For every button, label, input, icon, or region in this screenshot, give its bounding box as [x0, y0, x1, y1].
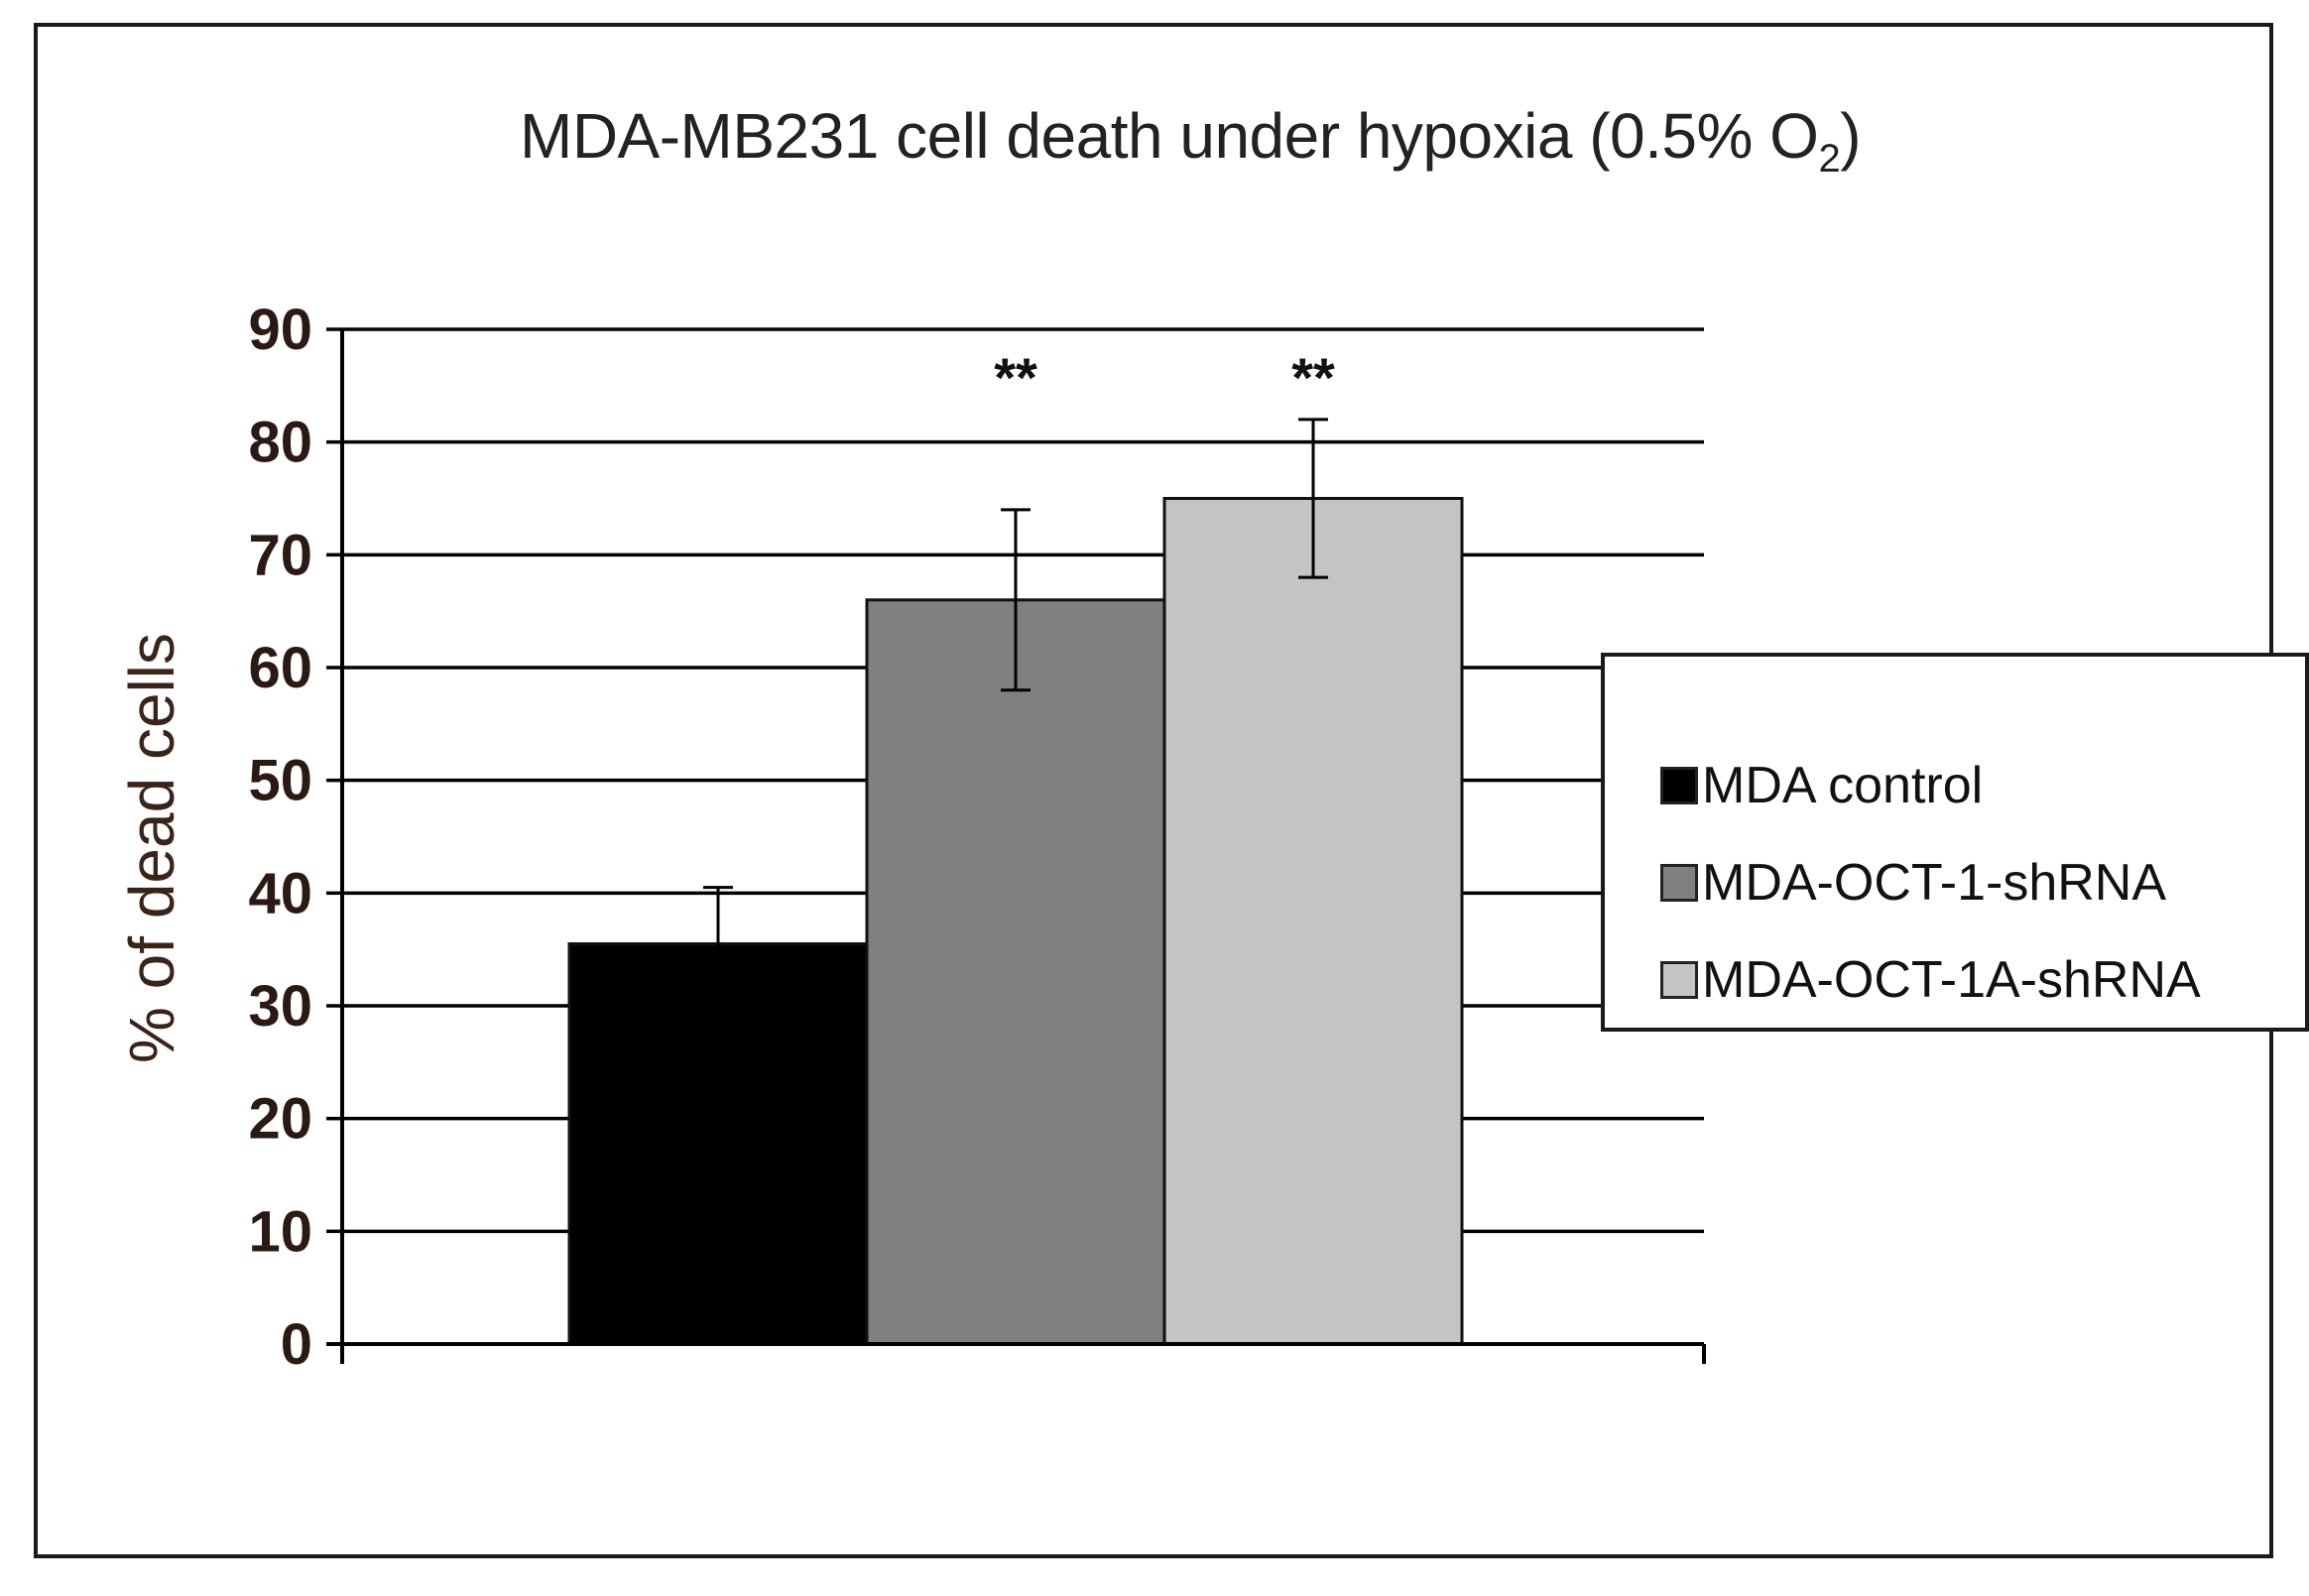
bars — [567, 497, 1464, 1346]
y-tick-label-80: 80 — [248, 411, 312, 475]
legend-swatch-mda-oct-1a-shrna — [1660, 961, 1698, 999]
y-tick-label-40: 40 — [248, 861, 312, 925]
chart-title-suffix: ) — [1840, 100, 1861, 172]
legend-item-mda-oct-1-shrna: MDA-OCT-1-shRNA — [1660, 853, 2166, 913]
y-tick-label-0: 0 — [281, 1312, 312, 1377]
y-tick-label-60: 60 — [248, 636, 312, 700]
y-tick-label-70: 70 — [248, 523, 312, 587]
significance-markers: ** ** — [994, 346, 1335, 409]
legend-swatch-mda-oct-1-shrna — [1660, 864, 1698, 902]
error-bars — [703, 418, 1328, 1002]
legend: MDA control MDA-OCT-1-shRNA MDA-OCT-1A-s… — [1601, 653, 2309, 1032]
y-tick-label-20: 20 — [248, 1087, 312, 1152]
significance-marker-mda-oct-1a-shrna: ** — [1291, 346, 1335, 409]
y-axis-title: % of dead cells — [116, 633, 187, 1063]
bar-mda-control — [567, 941, 869, 1346]
chart-title-subscript: 2 — [1818, 136, 1841, 181]
y-tick-label-30: 30 — [248, 974, 312, 1039]
y-tick-labels: 0 10 20 30 40 50 60 70 80 90 — [248, 298, 312, 1377]
legend-label-mda-oct-1-shrna: MDA-OCT-1-shRNA — [1702, 854, 2167, 912]
legend-label-mda-oct-1a-shrna: MDA-OCT-1A-shRNA — [1702, 951, 2201, 1009]
significance-marker-mda-oct-1-shrna: ** — [994, 346, 1037, 409]
legend-label-mda-control: MDA control — [1702, 757, 1984, 814]
chart-title: MDA-MB231 cell death under hypoxia (0.5%… — [0, 99, 2309, 182]
legend-item-mda-control: MDA control — [1660, 756, 1983, 815]
chart-title-text: MDA-MB231 cell death under hypoxia (0.5%… — [520, 100, 1819, 172]
y-tick-label-90: 90 — [248, 298, 312, 362]
axes — [326, 327, 1706, 1364]
y-tick-label-10: 10 — [248, 1199, 312, 1264]
y-tick-label-50: 50 — [248, 749, 312, 813]
bar-mda-oct-1a-shrna — [1162, 497, 1464, 1346]
bar-mda-oct-1-shrna — [865, 598, 1166, 1346]
legend-item-mda-oct-1a-shrna: MDA-OCT-1A-shRNA — [1660, 950, 2201, 1010]
legend-swatch-mda-control — [1660, 767, 1698, 804]
